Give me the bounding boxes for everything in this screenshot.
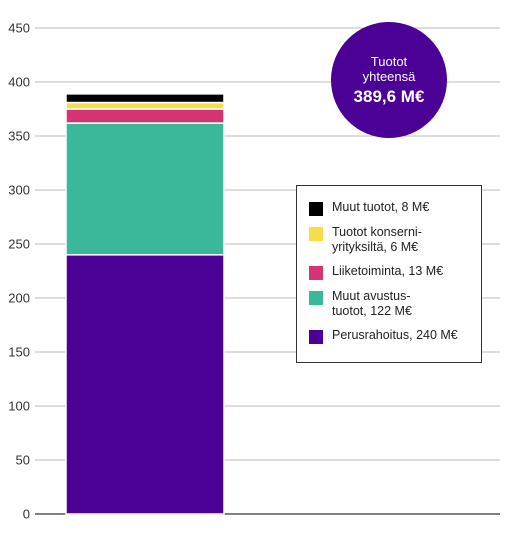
legend-swatch: [309, 330, 323, 344]
y-tick-label: 400: [8, 75, 30, 90]
bar-segments: [65, 93, 225, 515]
y-axis-ticks: 0 50 100 150 200 250 300 350 400 450: [8, 21, 30, 522]
legend-swatch: [309, 291, 323, 305]
y-tick-label: 300: [8, 183, 30, 198]
legend-item: Tuotot konserni- yrityksiltä, 6 M€: [309, 225, 473, 255]
bar-segment-0: [65, 254, 225, 515]
legend-label: Tuotot konserni- yrityksiltä, 6 M€: [332, 225, 422, 254]
total-badge-value: 389,6 M€: [353, 86, 425, 106]
legend-swatch: [309, 227, 323, 241]
y-tick-label: 0: [23, 507, 30, 522]
bar-segment-4: [65, 93, 225, 104]
bar-segment-2: [65, 108, 225, 124]
legend-item: Liiketoiminta, 13 M€: [309, 264, 473, 280]
bar-segment-1: [65, 122, 225, 256]
legend-label: Liiketoiminta, 13 M€: [332, 264, 444, 278]
y-tick-label: 350: [8, 129, 30, 144]
total-badge-label: Tuotot yhteensä: [362, 53, 416, 84]
y-tick-label: 100: [8, 399, 30, 414]
y-tick-label: 150: [8, 345, 30, 360]
legend-label: Muut tuotot, 8 M€: [332, 200, 430, 214]
legend: Muut tuotot, 8 M€ Tuotot konserni- yrityk…: [296, 185, 482, 363]
legend-swatch: [309, 202, 323, 216]
total-badge: Tuotot yhteensä 389,6 M€: [331, 22, 447, 138]
legend-item: Muut tuotot, 8 M€: [309, 200, 473, 216]
y-tick-label: 450: [8, 21, 30, 36]
y-tick-label: 50: [16, 453, 30, 468]
legend-item: Perusrahoitus, 240 M€: [309, 328, 473, 344]
legend-swatch: [309, 266, 323, 280]
y-tick-label: 250: [8, 237, 30, 252]
legend-label: Muut avustus- tuotot, 122 M€: [332, 289, 412, 318]
bar-segment-3: [65, 101, 225, 110]
legend-label: Perusrahoitus, 240 M€: [332, 328, 458, 342]
y-tick-label: 200: [8, 291, 30, 306]
legend-item: Muut avustus- tuotot, 122 M€: [309, 289, 473, 319]
